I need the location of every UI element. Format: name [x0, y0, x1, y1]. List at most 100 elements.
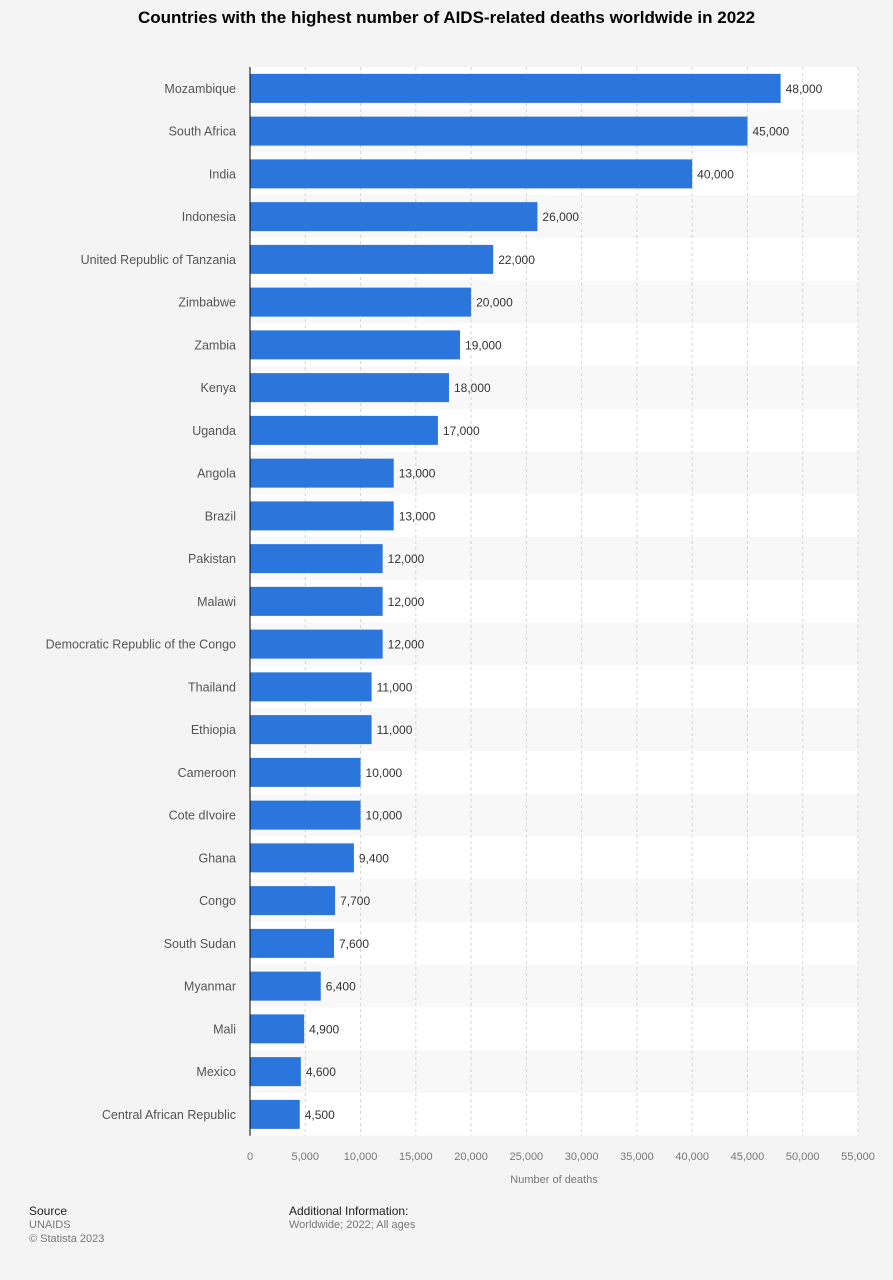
value-label: 12,000	[388, 552, 425, 566]
value-labels: 48,000 45,000 40,000 26,000 22,000 20,000 19,0…	[305, 82, 823, 1122]
row-band	[250, 922, 858, 965]
row-band	[250, 1093, 858, 1136]
value-label: 10,000	[366, 809, 403, 823]
value-label: 45,000	[752, 125, 789, 139]
x-tick-label: 5,000	[292, 1151, 320, 1163]
x-tick-label: 15,000	[399, 1151, 433, 1163]
bar[interactable]	[250, 373, 449, 403]
bar[interactable]	[250, 159, 693, 189]
bar[interactable]	[250, 544, 383, 574]
bar[interactable]	[250, 800, 361, 830]
value-label: 18,000	[454, 381, 491, 395]
bar[interactable]	[250, 757, 361, 787]
category-label: Central African Republic	[102, 1108, 236, 1122]
bar[interactable]	[250, 586, 383, 616]
bars	[250, 73, 781, 1129]
category-label: Zimbabwe	[178, 296, 236, 310]
x-tick-label: 0	[247, 1151, 253, 1163]
bar[interactable]	[250, 971, 321, 1001]
x-tick-label: 30,000	[565, 1151, 599, 1163]
category-label: Thailand	[188, 680, 236, 694]
bar[interactable]	[250, 244, 494, 274]
value-label: 12,000	[388, 638, 425, 652]
category-label: Angola	[197, 467, 236, 481]
category-label: Brazil	[205, 509, 236, 523]
value-label: 7,700	[340, 894, 370, 908]
bar[interactable]	[250, 1057, 301, 1087]
category-labels: Mozambique South Africa India Indonesia Unit…	[46, 82, 236, 1122]
bar[interactable]	[250, 287, 472, 317]
category-label: United Republic of Tanzania	[81, 253, 236, 267]
row-band	[250, 964, 858, 1008]
value-label: 6,400	[326, 980, 356, 994]
bar[interactable]	[250, 1099, 300, 1129]
value-label: 19,000	[465, 338, 502, 352]
bar[interactable]	[250, 202, 538, 232]
x-tick-label: 20,000	[454, 1151, 488, 1163]
bar[interactable]	[250, 330, 461, 360]
x-tick-label: 25,000	[510, 1151, 544, 1163]
category-label: Ethiopia	[191, 723, 236, 737]
category-label: Uganda	[192, 424, 236, 438]
category-label: Cote dIvoire	[169, 809, 236, 823]
category-label: Congo	[199, 894, 236, 908]
x-tick-label: 45,000	[731, 1151, 765, 1163]
row-band	[250, 1050, 858, 1093]
value-label: 4,600	[306, 1065, 336, 1079]
bar[interactable]	[250, 1014, 305, 1044]
value-label: 26,000	[542, 210, 579, 224]
row-band	[250, 1007, 858, 1051]
value-label: 13,000	[399, 509, 436, 523]
bar[interactable]	[250, 672, 372, 702]
value-label: 17,000	[443, 424, 480, 438]
category-label: Ghana	[198, 851, 236, 865]
bar[interactable]	[250, 73, 781, 103]
category-label: India	[209, 167, 236, 181]
bar[interactable]	[250, 501, 394, 531]
value-label: 11,000	[377, 723, 413, 737]
value-label: 9,400	[359, 851, 389, 865]
value-label: 12,000	[388, 595, 425, 609]
bar[interactable]	[250, 415, 438, 445]
category-label: Mexico	[196, 1065, 236, 1079]
x-tick-labels: 0 5,000 10,000 15,000 20,000 25,000 30,000 35,0…	[247, 1151, 875, 1163]
value-label: 7,600	[339, 937, 369, 951]
chart-title: Countries with the highest number of AID…	[137, 8, 756, 27]
category-label: Myanmar	[184, 980, 236, 994]
x-tick-label: 50,000	[786, 1151, 820, 1163]
bar[interactable]	[250, 843, 354, 873]
copyright: © Statista 2023	[29, 1233, 105, 1245]
bar[interactable]	[250, 715, 372, 745]
value-label: 22,000	[498, 253, 535, 267]
category-label: South Africa	[169, 125, 236, 139]
bar[interactable]	[250, 116, 748, 146]
x-tick-label: 55,000	[841, 1151, 875, 1163]
x-tick-label: 35,000	[620, 1151, 654, 1163]
additional-info-block: Additional Information: Worldwide; 2022;…	[289, 1204, 415, 1232]
category-label: Democratic Republic of the Congo	[46, 638, 236, 652]
bar[interactable]	[250, 886, 336, 916]
category-label: Kenya	[201, 381, 236, 395]
value-label: 40,000	[697, 167, 734, 181]
bar[interactable]	[250, 928, 335, 958]
category-label: Malawi	[197, 595, 236, 609]
category-label: Indonesia	[182, 210, 236, 224]
value-label: 13,000	[399, 467, 436, 481]
additional-info-heading: Additional Information:	[289, 1204, 409, 1218]
value-label: 48,000	[786, 82, 823, 96]
category-label: Mali	[213, 1022, 236, 1036]
bar[interactable]	[250, 629, 383, 659]
value-label: 11,000	[377, 680, 413, 694]
x-axis-title: Number of deaths	[510, 1174, 598, 1186]
category-label: Pakistan	[188, 552, 236, 566]
category-label: Zambia	[194, 338, 236, 352]
row-band	[250, 879, 858, 922]
category-label: Mozambique	[164, 82, 236, 96]
source-name[interactable]: UNAIDS	[29, 1219, 71, 1231]
bar[interactable]	[250, 458, 394, 488]
additional-info-text: Worldwide; 2022; All ages	[289, 1219, 416, 1231]
value-label: 10,000	[366, 766, 403, 780]
source-block: Source UNAIDS © Statista 2023	[29, 1204, 104, 1246]
value-label: 4,900	[309, 1022, 339, 1036]
